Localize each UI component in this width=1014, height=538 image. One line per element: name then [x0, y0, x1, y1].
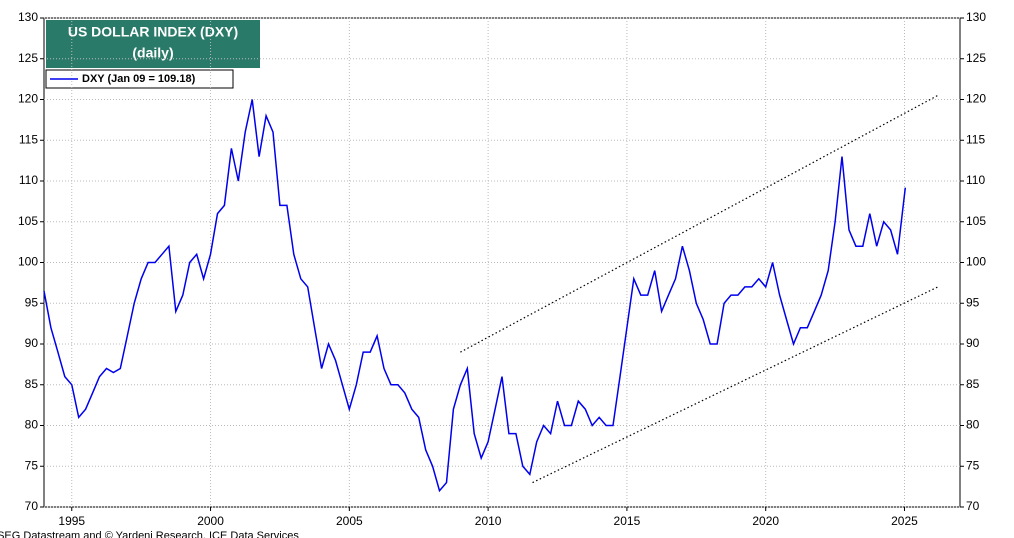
y-tick-label: 95: [25, 295, 39, 309]
chart-subtitle: (daily): [132, 45, 173, 61]
y-tick-label: 85: [25, 377, 39, 391]
x-tick-label: 2000: [197, 514, 224, 528]
trend-line: [532, 286, 939, 484]
x-tick-label: 2010: [475, 514, 502, 528]
y2-tick-label: 95: [966, 295, 980, 309]
plot-frame: [43, 17, 961, 508]
y-tick-label: 75: [25, 458, 39, 472]
y-tick-label: 105: [18, 214, 38, 228]
title-box: [46, 20, 260, 68]
y2-tick-label: 125: [966, 51, 986, 65]
y-tick-label: 70: [25, 499, 39, 513]
chart-title: US DOLLAR INDEX (DXY): [68, 24, 238, 40]
legend-box: [45, 69, 234, 89]
y2-tick-label: 70: [966, 499, 980, 513]
x-tick-label: 2020: [752, 514, 779, 528]
x-tick-label: 2015: [614, 514, 641, 528]
y-tick-label: 120: [18, 92, 38, 106]
y2-tick-label: 75: [966, 458, 980, 472]
y-tick-label: 130: [18, 10, 38, 24]
y2-tick-label: 100: [966, 255, 986, 269]
y-tick-label: 90: [25, 336, 39, 350]
y2-tick-label: 130: [966, 10, 986, 24]
data-line: [43, 99, 907, 493]
y2-tick-label: 120: [966, 92, 986, 106]
y2-tick-label: 105: [966, 214, 986, 228]
source-note: Source: LSEG Datastream and © Yardeni Re…: [0, 530, 299, 538]
legend-label: DXY (Jan 09 = 109.18): [82, 73, 196, 85]
y-tick-label: 125: [18, 51, 38, 65]
y-tick-label: 110: [19, 173, 38, 187]
x-tick-label: 2025: [891, 514, 918, 528]
y-tick-label: 80: [25, 418, 39, 432]
x-tick-label: 1995: [58, 514, 85, 528]
y2-tick-label: 90: [966, 336, 980, 350]
y-tick-label: 115: [19, 132, 38, 146]
y2-tick-label: 80: [966, 418, 980, 432]
y2-tick-label: 110: [966, 173, 985, 187]
x-tick-label: 2005: [336, 514, 363, 528]
y-tick-label: 100: [18, 255, 38, 269]
y2-tick-label: 85: [966, 377, 980, 391]
trend-line: [460, 94, 939, 353]
y2-tick-label: 115: [966, 132, 985, 146]
